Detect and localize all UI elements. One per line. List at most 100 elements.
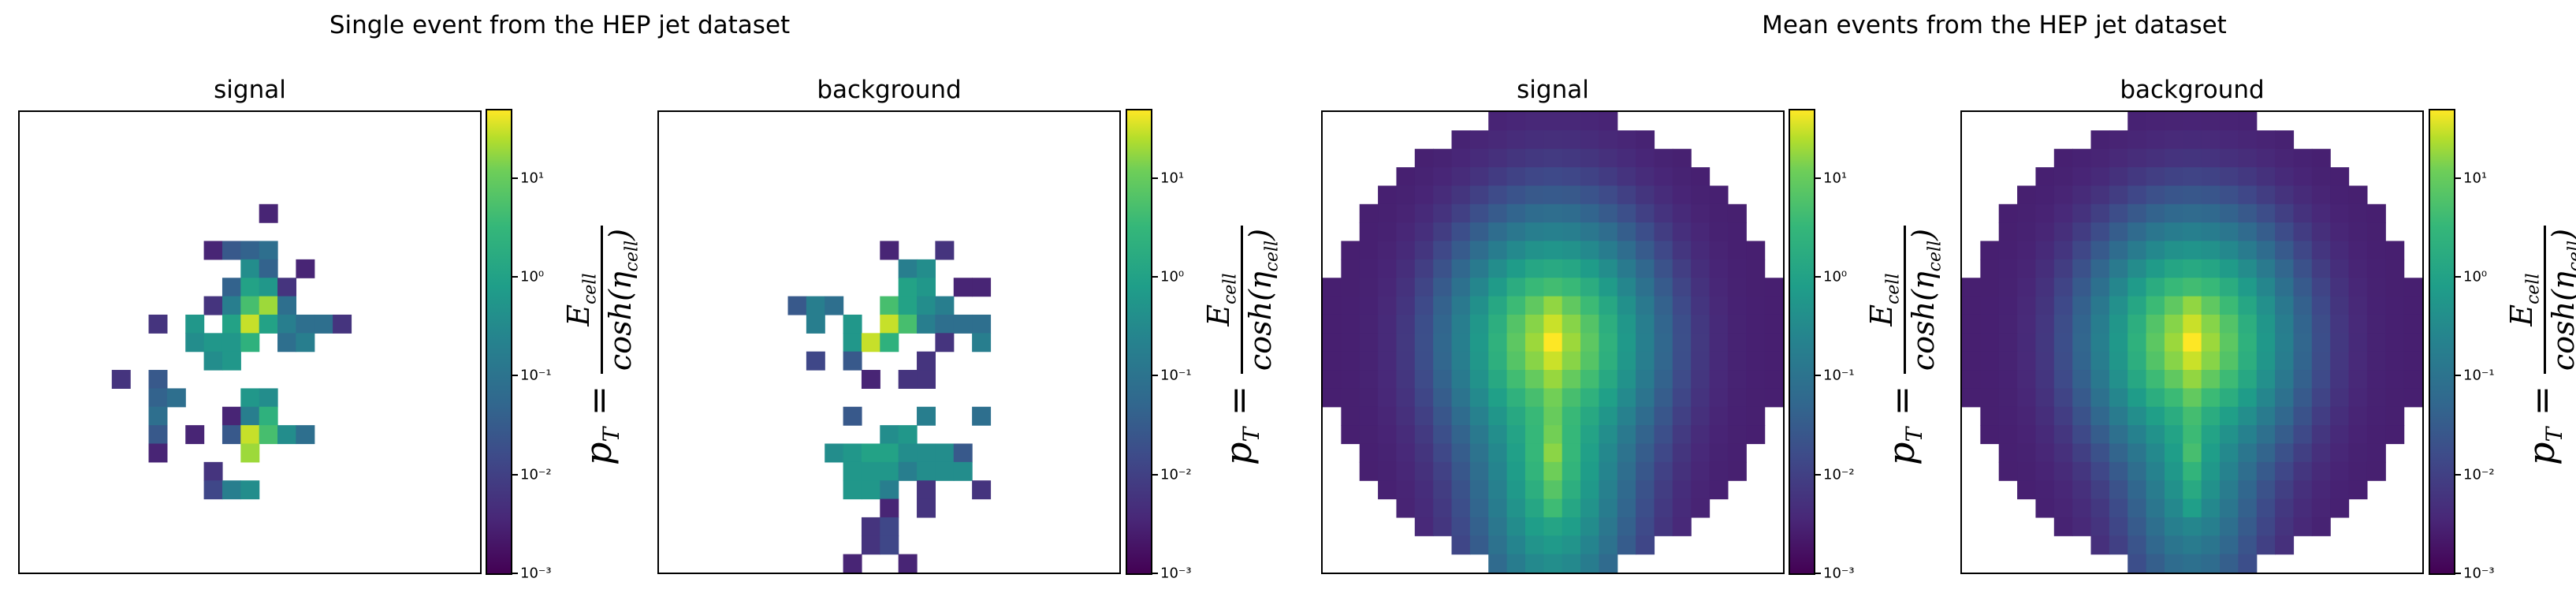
heatmap-cell [277,296,296,315]
heatmap-cell [2256,314,2276,334]
heatmap-cell [2053,314,2073,334]
heatmap-cell [880,425,899,445]
heatmap-cell [2053,443,2073,463]
heatmap-cell [2201,388,2220,408]
heatmap-cell [1543,203,1563,223]
heatmap-cell [1580,203,1599,223]
heatmap-cell [1543,314,1563,334]
heatmap-cell [2311,461,2331,481]
heatmap-cell [2164,498,2183,518]
colorbar-tick-label: 10¹ [1160,170,1185,187]
heatmap-cell [2053,167,2073,187]
heatmap-cell [2293,185,2313,205]
heatmap-cell [2035,314,2055,334]
heatmap-cell [1524,203,1544,223]
heatmap-cell [1378,203,1398,223]
colorbar-tick [2455,473,2461,476]
heatmap-cell [1691,185,1711,205]
heatmap-cell [1451,167,1471,187]
panel-title-2: signal [1517,76,1589,104]
heatmap-cell [2330,296,2350,315]
heatmap-cell [1654,185,1673,205]
heatmap-cell [1654,388,1673,408]
heatmap-cell [1709,278,1729,297]
heatmap-cell [1488,222,1508,242]
heatmap-cell [1433,425,1453,445]
heatmap-cell [2053,517,2073,536]
heatmap-cell [259,406,278,426]
heatmap-cell [1636,296,1655,315]
heatmap-cell [2220,241,2239,260]
heatmap-cell [2183,278,2202,297]
heatmap-cell [2366,333,2386,353]
colorbar-tick-label: 10⁻¹ [2463,367,2495,384]
heatmap-cell [972,314,992,334]
heatmap-cell [1998,406,2018,426]
heatmap-cell [2238,167,2258,187]
heatmap-cell [1727,461,1747,481]
heatmap-cell [1433,314,1453,334]
heatmap-cell [1451,498,1471,518]
heatmap-cell [1543,222,1563,242]
heatmap-cell [1359,333,1379,353]
heatmap-cell [2109,406,2128,426]
heatmap-cell [2127,259,2147,278]
heatmap-cell [2311,259,2331,278]
heatmap-cell [1323,278,1342,297]
heatmap-cell [1562,278,1581,297]
heatmap-cell [2238,425,2258,445]
heatmap-cell [2348,296,2368,315]
colorbar-tick [1152,573,1158,574]
heatmap-cell [2090,333,2110,353]
heatmap-cell [917,461,936,481]
heatmap-cell [1414,425,1434,445]
heatmap-cell [1654,517,1673,536]
heatmap-cell [277,314,296,334]
heatmap-cell [1562,222,1581,242]
heatmap-cell [2275,480,2295,500]
heatmap-cell [2053,185,2073,205]
colorbar-tick [512,177,518,179]
heatmap-cell [2164,461,2183,481]
heatmap-cell [1599,535,1618,555]
heatmap-cell [2164,535,2183,555]
heatmap-cell [2201,167,2220,187]
heatmap-cell [2348,222,2368,242]
heatmap-cell [2348,185,2368,205]
heatmap-cell [2035,480,2055,500]
heatmap-cell [1580,461,1599,481]
heatmap-cell [1433,222,1453,242]
heatmap-cell [1764,314,1783,334]
heatmap-cell [1617,314,1636,334]
heatmap-cell [1488,480,1508,500]
heatmap-cell [917,351,936,371]
heatmap-cell [1727,388,1747,408]
heatmap-cell [1433,259,1453,278]
heatmap-cell [1562,241,1581,260]
heatmap-cell [2275,259,2295,278]
heatmap-cell [2330,498,2350,518]
colorbar-tick-label: 10⁻³ [520,565,552,582]
heatmap-cell [2017,241,2037,260]
heatmap-cell [898,425,918,445]
heatmap-cell [1998,203,2018,223]
heatmap-cell [2275,535,2295,555]
heatmap-cell [1378,443,1398,463]
heatmap-cell [1580,554,1599,573]
heatmap-cell [2238,351,2258,371]
heatmap-cell [1580,535,1599,555]
heatmap-cell [2053,241,2073,260]
heatmap-cell [1580,314,1599,334]
heatmap-cell [240,443,260,463]
heatmap-cell [2109,241,2128,260]
heatmap-cell [1709,351,1729,371]
heatmap-cell [2220,222,2239,242]
heatmap-cell [917,443,936,463]
heatmap-cell [2238,406,2258,426]
heatmap-cell [1746,388,1766,408]
heatmap-cell [2072,461,2092,481]
heatmap-cell [2109,314,2128,334]
heatmap-cell [1746,259,1766,278]
heatmap-cell [1378,241,1398,260]
heatmap-cell [2035,498,2055,518]
